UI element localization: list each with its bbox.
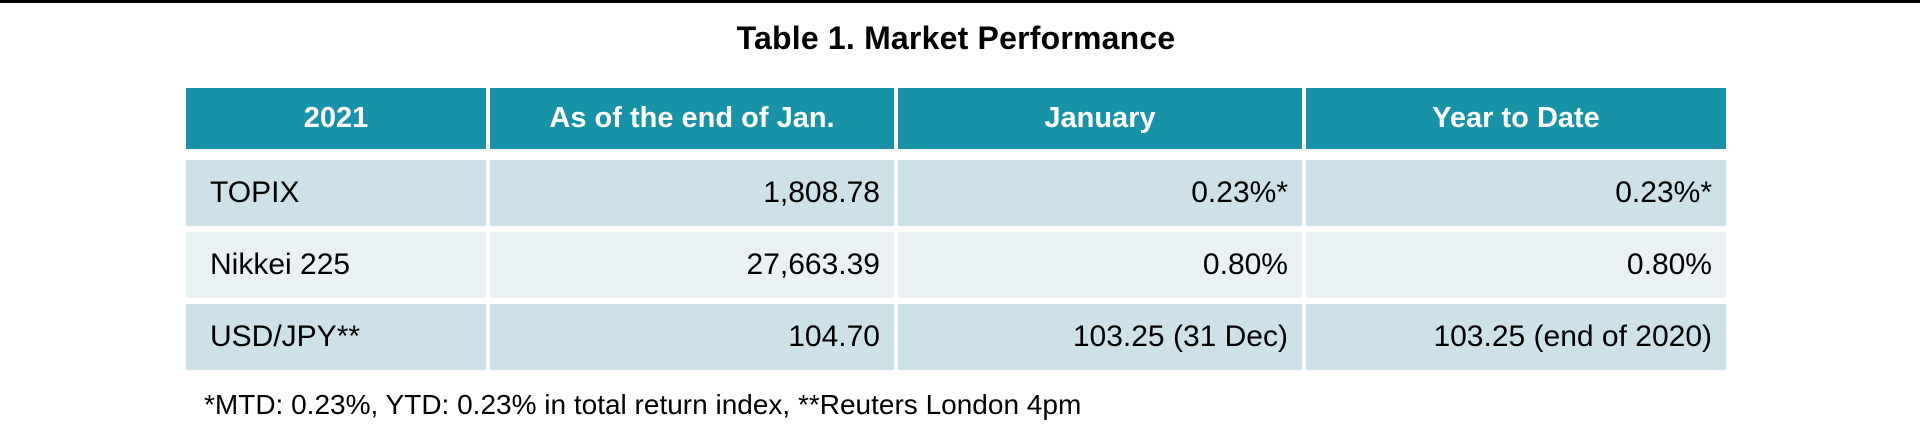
table-header-row: 2021 As of the end of Jan. January Year … [186, 88, 1726, 149]
value-cell: 0.80% [1306, 232, 1726, 298]
value-cell: 103.25 (end of 2020) [1306, 304, 1726, 370]
table-footnote: *MTD: 0.23%, YTD: 0.23% in total return … [204, 389, 1082, 420]
row-label-cell: Nikkei 225 [186, 232, 486, 298]
value-cell: 104.70 [490, 304, 894, 370]
value-cell: 0.80% [898, 232, 1302, 298]
value-cell: 103.25 (31 Dec) [898, 304, 1302, 370]
table-row-nikkei: Nikkei 225 27,663.39 0.80% 0.80% [186, 232, 1726, 298]
header-cell-ytd: Year to Date [1306, 88, 1726, 149]
value-cell: 27,663.39 [490, 232, 894, 298]
header-cell-january: January [898, 88, 1302, 149]
value-cell: 0.23%* [1306, 160, 1726, 226]
header-cell-year: 2021 [186, 88, 486, 149]
top-border-line [0, 0, 1920, 3]
table-title: Table 1. Market Performance [736, 20, 1176, 56]
table-row-usdjpy: USD/JPY** 104.70 103.25 (31 Dec) 103.25 … [186, 304, 1726, 370]
market-performance-table: 2021 As of the end of Jan. January Year … [186, 88, 1726, 376]
header-cell-end-of-jan: As of the end of Jan. [490, 88, 894, 149]
value-cell: 1,808.78 [490, 160, 894, 226]
table-row-topix: TOPIX 1,808.78 0.23%* 0.23%* [186, 160, 1726, 226]
row-label-cell: TOPIX [186, 160, 486, 226]
row-label-cell: USD/JPY** [186, 304, 486, 370]
value-cell: 0.23%* [898, 160, 1302, 226]
